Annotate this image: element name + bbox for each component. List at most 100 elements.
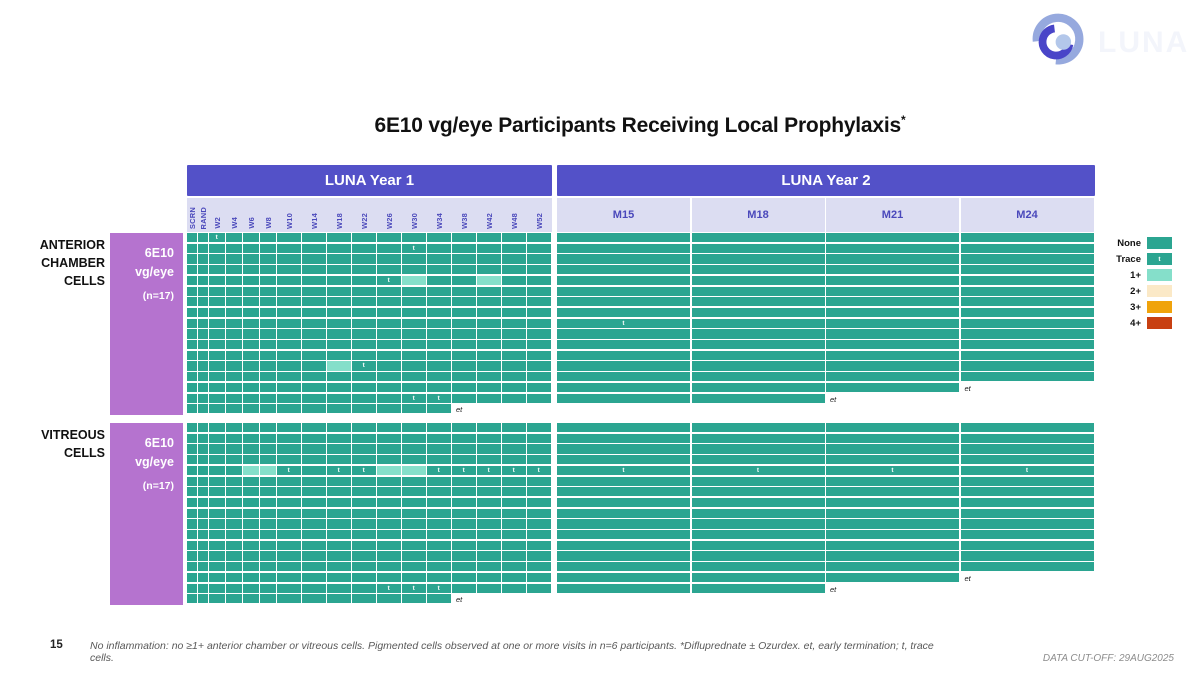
heatmap-cell (187, 340, 197, 350)
heatmap-cell: t (960, 465, 1094, 476)
section-label-line: CELLS (64, 274, 105, 288)
heatmap-cell (691, 372, 825, 382)
heatmap-cell (557, 497, 690, 508)
heatmap-cell (377, 265, 401, 275)
heatmap-cell (260, 583, 276, 593)
heatmap-cell (198, 433, 208, 443)
heatmap-cell (277, 572, 301, 583)
heatmap-cell (427, 372, 451, 382)
heatmap-cell (402, 476, 426, 486)
heatmap-cell (352, 265, 376, 275)
heatmap-cell (377, 476, 401, 486)
heatmap-cell (198, 487, 208, 497)
heatmap-cell (243, 551, 259, 561)
heatmap-cell (209, 329, 225, 339)
heatmap-cell: t (402, 583, 426, 593)
visit-column-label: W6 (243, 198, 260, 232)
dose-label: 6E10 (144, 246, 174, 260)
heatmap-cell (187, 562, 197, 572)
heatmap-cell (226, 393, 242, 403)
heatmap-cell (198, 254, 208, 264)
heatmap-cell (327, 404, 351, 414)
heatmap-cell (327, 265, 351, 275)
heatmap-cell (209, 465, 225, 476)
heatmap-cell (377, 455, 401, 465)
heatmap-cell (402, 519, 426, 529)
heatmap-cell (377, 551, 401, 561)
heatmap-cell (352, 455, 376, 465)
heatmap-cell (527, 350, 551, 360)
heatmap-cell (209, 382, 225, 393)
heatmap-cell (477, 583, 501, 593)
heatmap-cell (243, 254, 259, 264)
heatmap-cell (187, 530, 197, 540)
heatmap-cell (302, 254, 326, 264)
heatmap-cell (402, 329, 426, 339)
trace-mark: t (512, 466, 515, 474)
heatmap-cell (452, 497, 476, 508)
heatmap-cell (477, 275, 501, 286)
slide-title: 6E10 vg/eye Participants Receiving Local… (150, 113, 1130, 138)
heatmap-cell (691, 307, 825, 318)
heatmap-cell (352, 519, 376, 529)
heatmap-cell (302, 265, 326, 275)
slide-title-asterisk: * (901, 113, 906, 127)
heatmap-cell (427, 433, 451, 443)
heatmap-cell (477, 551, 501, 561)
heatmap-cell (427, 519, 451, 529)
heatmap-cell (960, 350, 1094, 360)
heatmap-cell (198, 350, 208, 360)
trace-mark: t (622, 466, 625, 474)
heatmap-cell (187, 372, 197, 382)
heatmap-cell (826, 423, 959, 433)
heatmap-cell (187, 455, 197, 465)
heatmap-cell (826, 551, 959, 561)
heatmap-cell (826, 233, 959, 243)
heatmap-cell (691, 350, 825, 360)
heatmap-cell (402, 572, 426, 583)
heatmap-cell (302, 433, 326, 443)
heatmap-cell (527, 361, 551, 371)
heatmap-cell (377, 350, 401, 360)
heatmap-cell (477, 519, 501, 529)
heatmap-cell (826, 476, 959, 486)
heatmap-cell (302, 340, 326, 350)
heatmap-cell (527, 340, 551, 350)
heatmap-cell (960, 329, 1094, 339)
heatmap-cell (502, 265, 526, 275)
heatmap-cell (477, 476, 501, 486)
heatmap-cell (226, 265, 242, 275)
visit-column-label: W38 (452, 198, 477, 232)
heatmap-cell (960, 562, 1094, 572)
heatmap-cell (226, 562, 242, 572)
heatmap-cell (327, 540, 351, 550)
visit-label-text: W6 (246, 217, 256, 229)
heatmap-cell (243, 329, 259, 339)
heatmap-cell (402, 465, 426, 476)
heatmap-cell (302, 465, 326, 476)
heatmap-cell (187, 487, 197, 497)
heatmap-cell (452, 455, 476, 465)
heatmap-cell (243, 350, 259, 360)
heatmap-cell (452, 318, 476, 328)
heatmap-cell (226, 423, 242, 433)
heatmap-cell (327, 572, 351, 583)
heatmap-cell (277, 444, 301, 454)
heatmap-cell (198, 540, 208, 550)
heatmap-cell (691, 286, 825, 296)
heatmap-cell (327, 372, 351, 382)
heatmap-cell (209, 297, 225, 307)
heatmap-cell (198, 340, 208, 350)
heatmap-cell (187, 318, 197, 328)
heatmap-cell (277, 382, 301, 393)
heatmap-cell (402, 275, 426, 286)
heatmap-cell (557, 286, 690, 296)
heatmap-cell (209, 433, 225, 443)
heatmap-cell (960, 487, 1094, 497)
heatmap-cell (557, 340, 690, 350)
heatmap-cell: t (377, 275, 401, 286)
heatmap-cell (452, 423, 476, 433)
heatmap-cell (427, 530, 451, 540)
heatmap-cell (691, 318, 825, 328)
legend-label: 2+ (1130, 285, 1141, 297)
